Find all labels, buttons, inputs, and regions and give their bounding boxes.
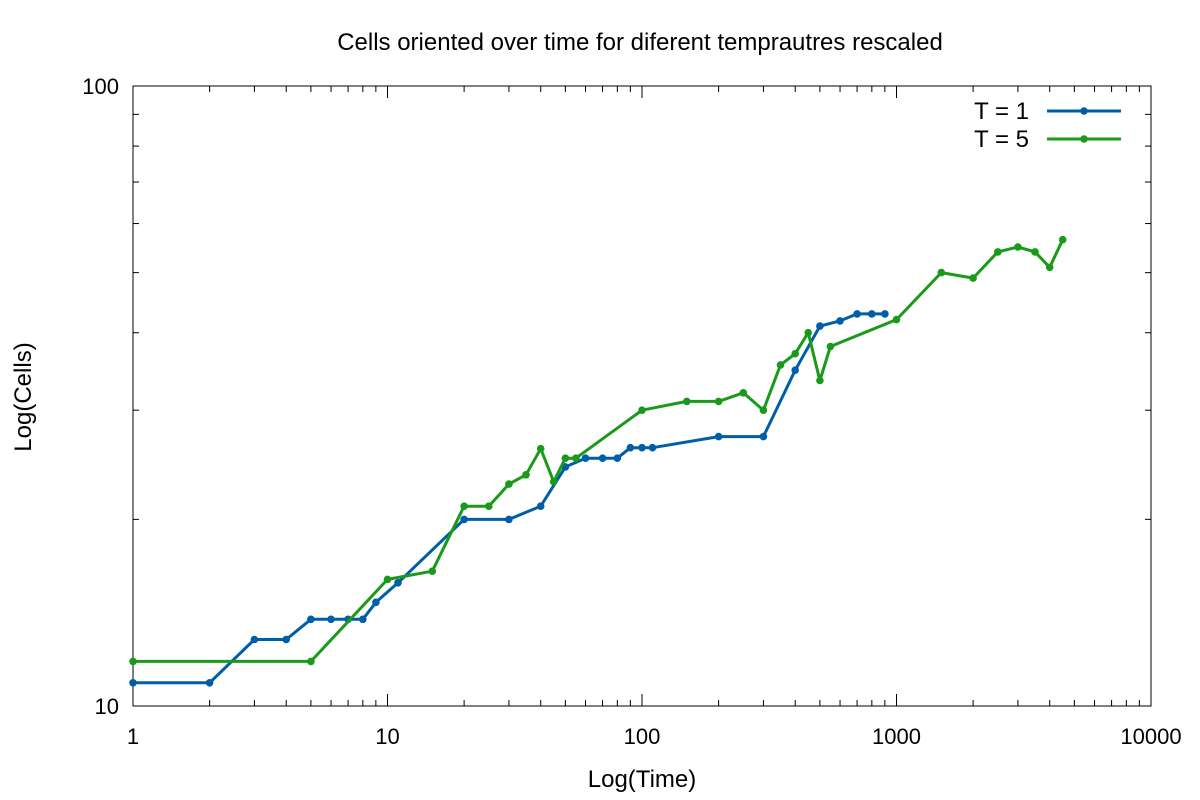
data-point [536,444,545,453]
legend-label: T = 5 [974,126,1029,153]
data-point [791,349,799,358]
data-point [460,502,468,511]
data-point [892,315,901,324]
x-tick-label: 10000 [1120,724,1181,749]
series-line [133,312,885,685]
data-point [626,443,635,452]
data-point [776,361,785,369]
data-point [1058,235,1067,244]
data-point [759,432,768,441]
data-point [714,397,723,406]
data-point [129,657,137,666]
series-layer [129,235,1067,687]
data-point [853,310,861,318]
legend-marker [1080,107,1088,115]
data-point [598,454,607,463]
x-tick-label: 100 [624,724,661,749]
y-tick-label: 10 [95,694,119,719]
data-point [536,502,545,511]
data-point [383,575,392,584]
data-point [428,567,437,575]
data-point [460,515,468,524]
data-point [1014,243,1022,251]
data-point [804,328,812,337]
minor-ticks [132,86,1151,707]
data-point [1031,248,1039,256]
y-tick-label: 100 [82,74,119,99]
data-point [638,443,646,452]
data-point [1045,263,1054,272]
data-point [881,310,889,318]
data-point [327,615,335,624]
data-point [816,376,824,385]
data-point [613,454,622,463]
data-point [683,397,691,406]
data-point [394,579,402,587]
data-point [816,322,824,330]
x-tick-label: 1 [127,724,139,749]
x-tick-labels: 1 10 100 1000 10000 [127,724,1182,749]
data-point [791,366,799,375]
data-point [739,389,748,397]
series-1 [129,310,889,687]
data-point [648,443,657,452]
plot-frame [132,85,1152,707]
data-point [561,454,570,463]
data-point [836,317,844,325]
data-point [485,502,493,511]
series-2 [129,235,1067,666]
data-point [505,515,513,524]
data-point [714,432,723,441]
chart-title: Cells oriented over time for diferent te… [337,29,943,56]
data-point [937,268,946,277]
data-point [307,657,315,666]
y-axis-label: Log(Cells) [10,342,37,451]
legend-marker [1080,135,1088,143]
x-tick-label: 10 [375,724,399,749]
data-point [638,406,646,415]
data-point [868,310,876,318]
data-point [205,679,214,687]
legend-label: T = 1 [974,98,1029,125]
data-point [307,615,315,624]
data-point [282,635,291,644]
data-point [129,679,137,687]
x-axis-label: Log(Time) [588,766,696,793]
data-point [826,342,835,351]
x-tick-label: 1000 [872,724,921,749]
data-point [572,454,580,463]
data-point [522,471,530,479]
series-line [133,239,1065,663]
data-point [505,480,513,488]
y-tick-labels: 10 100 [82,74,119,719]
data-point [372,598,380,607]
data-point [549,477,558,486]
data-point [581,454,590,463]
data-point [250,635,259,644]
data-point [994,248,1002,256]
legend: T = 1T = 5 [974,98,1121,153]
data-point [359,615,367,624]
data-point [969,274,977,282]
data-point [759,406,768,415]
